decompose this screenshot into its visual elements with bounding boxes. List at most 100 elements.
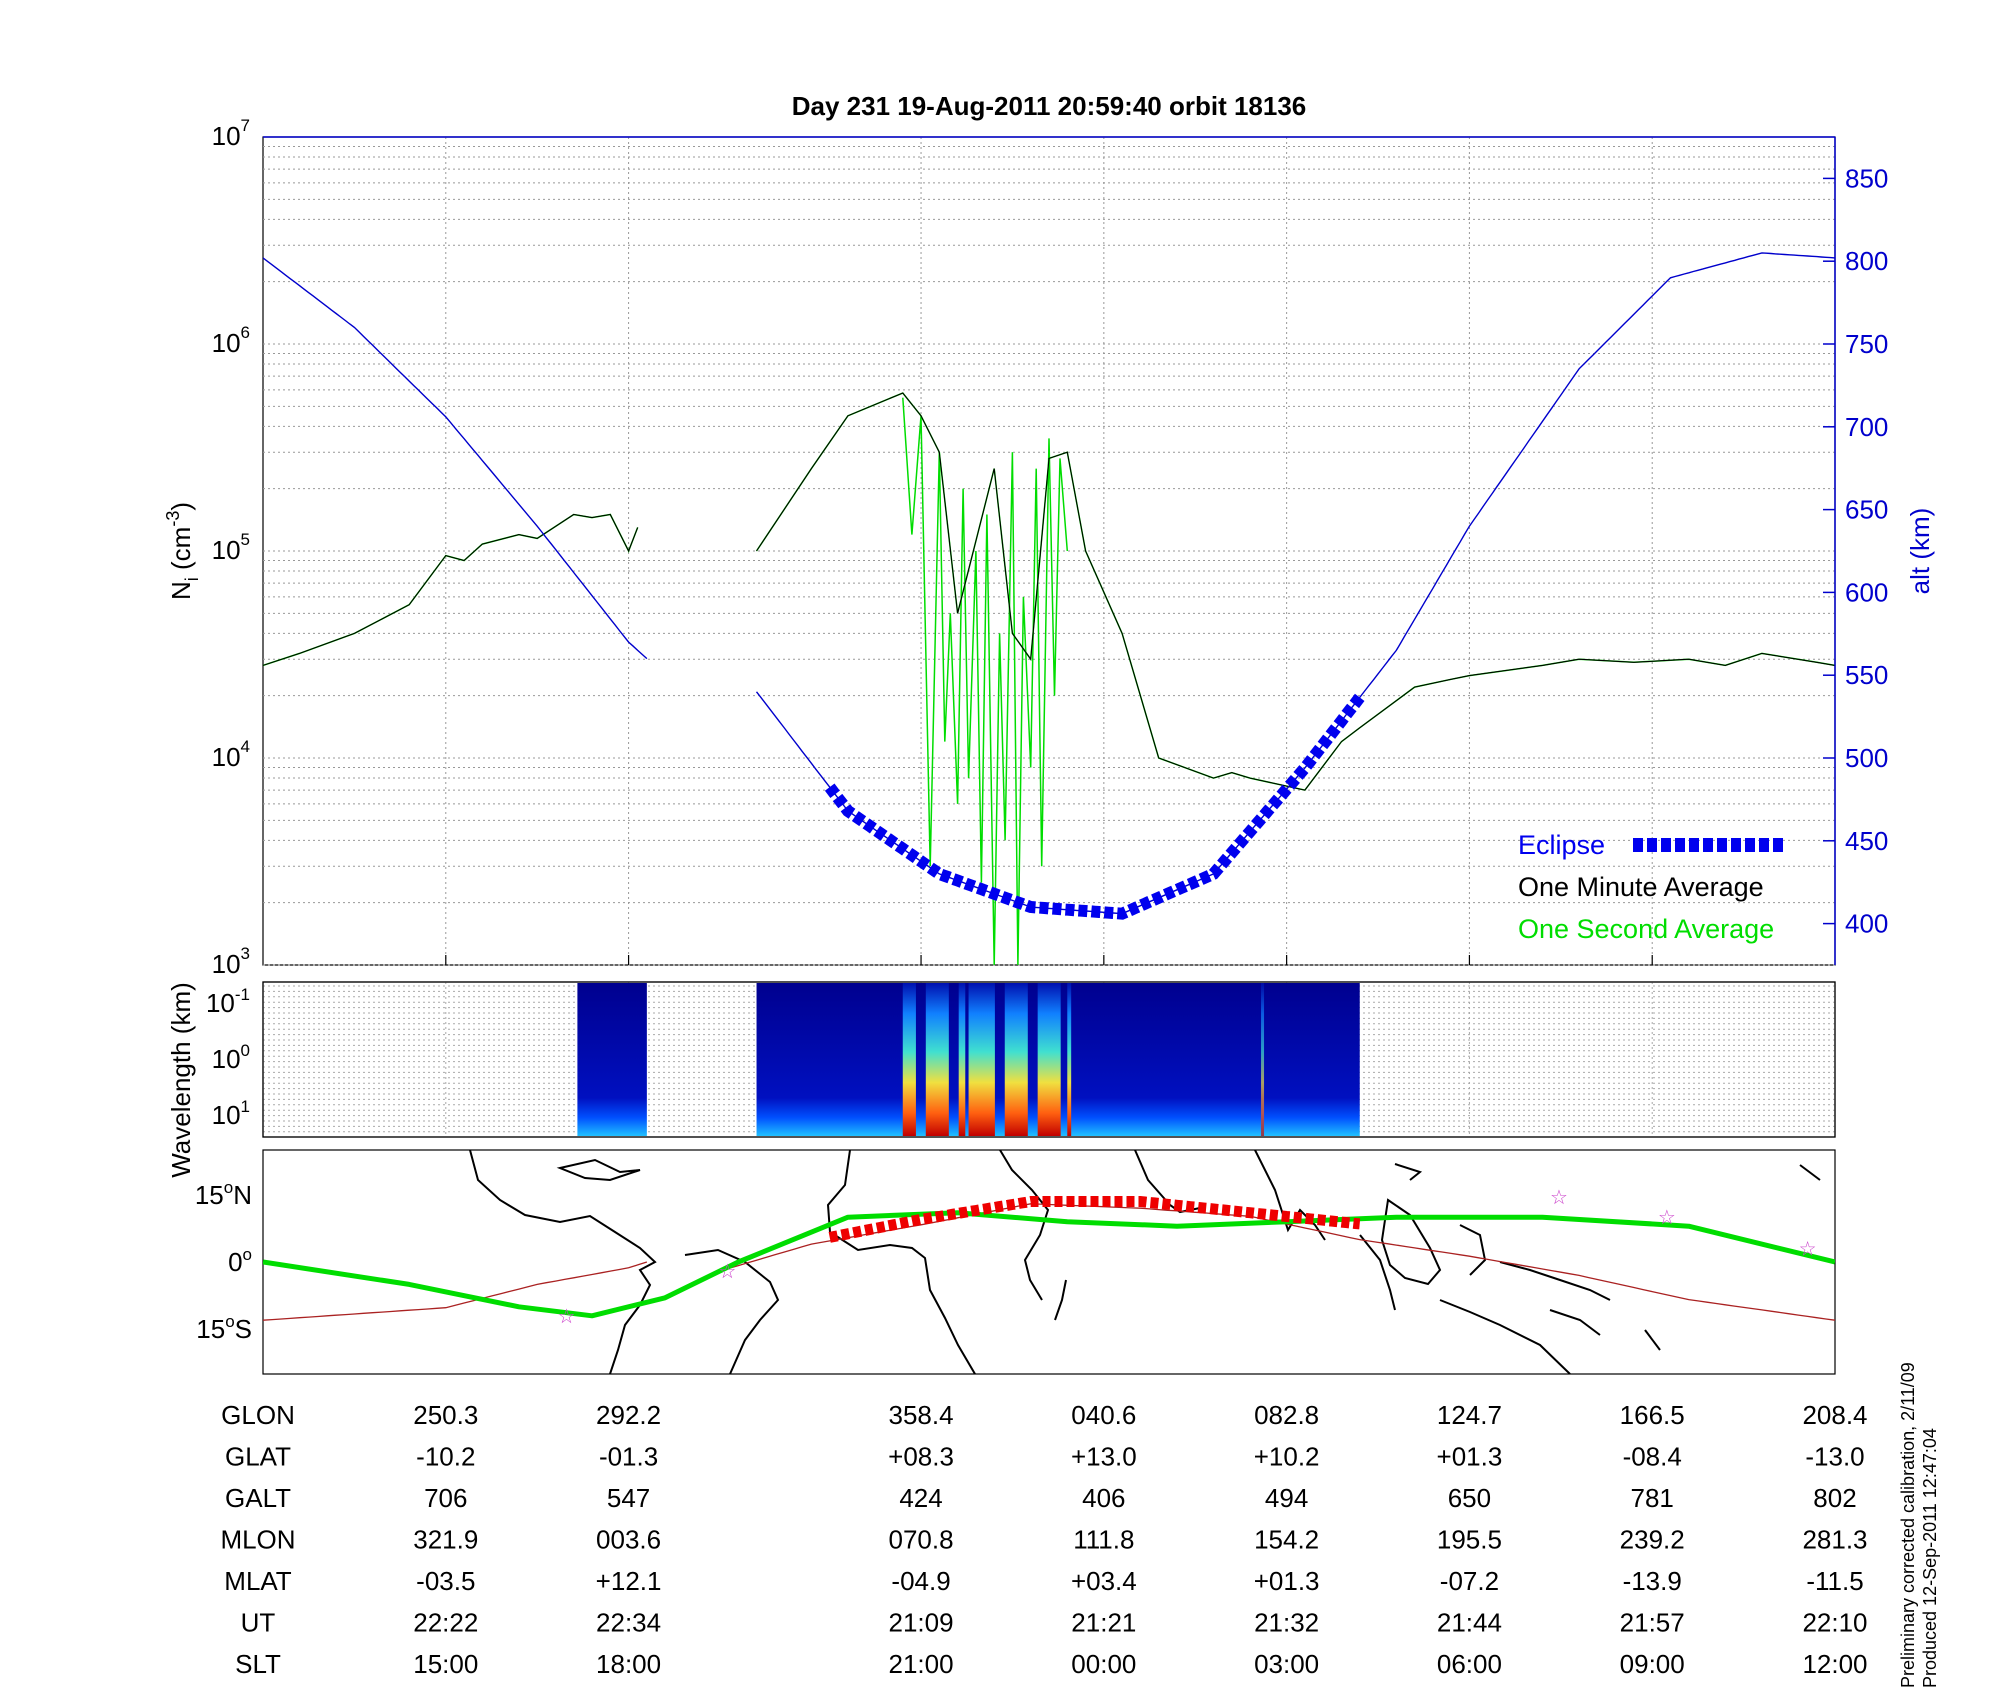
spectrogram-column bbox=[938, 983, 943, 1136]
altitude-tick-label: 800 bbox=[1845, 246, 1888, 276]
magnetic-equator bbox=[263, 1210, 1835, 1319]
table-cell: -13.0 bbox=[1805, 1442, 1864, 1472]
legend-eclipse: Eclipse bbox=[1518, 830, 1605, 860]
table-cell: +01.3 bbox=[1254, 1566, 1320, 1596]
spectrogram-data bbox=[577, 983, 1360, 1136]
ground-track-panel: ☆ ☆ ☆ ☆ ☆ 15oN 0o 15oS bbox=[195, 1149, 1836, 1375]
spectrogram-tick-label: 101 bbox=[212, 1097, 250, 1130]
spectrogram-column bbox=[978, 983, 983, 1136]
spectrogram-tick-label: 100 bbox=[212, 1041, 250, 1074]
spectrogram-column bbox=[1004, 983, 1009, 1136]
table-cell: 650 bbox=[1448, 1483, 1491, 1513]
spectrogram-column bbox=[1044, 983, 1049, 1136]
table-cell: 18:00 bbox=[596, 1649, 661, 1679]
table-cell: 547 bbox=[607, 1483, 650, 1513]
legend: Eclipse One Minute Average One Second Av… bbox=[1518, 830, 1786, 944]
spectrogram-column bbox=[991, 983, 996, 1136]
map-plot-area bbox=[262, 1149, 1836, 1375]
table-cell: -11.5 bbox=[1806, 1566, 1863, 1596]
table-row-label: GALT bbox=[225, 1483, 291, 1513]
table-cell: 358.4 bbox=[889, 1400, 954, 1430]
spectrogram-column bbox=[915, 983, 920, 1136]
table-cell: 208.4 bbox=[1802, 1400, 1867, 1430]
spectrogram-column bbox=[902, 983, 907, 1136]
table-cell: 09:00 bbox=[1620, 1649, 1685, 1679]
spectrogram-column bbox=[919, 983, 924, 1136]
spectrogram-column bbox=[1031, 983, 1035, 1136]
spectrogram-column bbox=[1024, 983, 1029, 1136]
spectrogram-column bbox=[981, 983, 986, 1136]
table-cell: -08.4 bbox=[1623, 1442, 1682, 1472]
one-second-average bbox=[902, 397, 1069, 965]
table-row-label: MLON bbox=[220, 1525, 295, 1555]
spectrogram-column bbox=[922, 983, 927, 1136]
altitude-tick-label: 400 bbox=[1845, 909, 1888, 939]
table-row-label: MLAT bbox=[224, 1566, 292, 1596]
density-tick-label: 107 bbox=[212, 116, 250, 151]
latitude-tick-label: 0o bbox=[228, 1245, 252, 1277]
table-cell: 00:00 bbox=[1071, 1649, 1136, 1679]
altitude-y-label: alt (km) bbox=[1905, 508, 1935, 595]
table-cell: 03:00 bbox=[1254, 1649, 1319, 1679]
spectrogram-column bbox=[945, 983, 950, 1136]
star-marker: ☆ bbox=[1799, 1239, 1817, 1261]
density-tick-label: 104 bbox=[212, 737, 250, 772]
spectrogram-column bbox=[971, 983, 976, 1136]
spectrogram-column bbox=[958, 983, 963, 1136]
spectrogram-y-label: Wavelength (km) bbox=[166, 982, 196, 1178]
density-tick-label: 106 bbox=[212, 323, 250, 358]
table-cell: -03.5 bbox=[416, 1566, 475, 1596]
spectrogram-column bbox=[998, 983, 1003, 1136]
table-cell: 292.2 bbox=[596, 1400, 661, 1430]
spectrogram-column bbox=[994, 983, 999, 1136]
table-cell: +08.3 bbox=[888, 1442, 954, 1472]
altitude-tick-label: 500 bbox=[1845, 743, 1888, 773]
spectrogram-column bbox=[985, 983, 989, 1136]
star-marker: ☆ bbox=[1550, 1187, 1568, 1209]
table-cell: 21:09 bbox=[889, 1608, 954, 1638]
density-tick-label: 105 bbox=[212, 530, 250, 565]
density-tick-label: 103 bbox=[212, 944, 250, 979]
spectrogram-column bbox=[952, 983, 957, 1136]
ephemeris-table: GLON 250.3 292.2 358.4 040.6 082.8 124.7 166.5 2… bbox=[220, 1400, 1867, 1679]
spectrogram-column bbox=[968, 983, 973, 1136]
table-cell: 321.9 bbox=[413, 1525, 478, 1555]
table-cell: 124.7 bbox=[1437, 1400, 1502, 1430]
density-y-ticks: 103 104 105 106 107 bbox=[212, 116, 250, 979]
legend-one-minute: One Minute Average bbox=[1518, 872, 1764, 902]
spectrogram-column bbox=[1011, 983, 1016, 1136]
table-cell: 003.6 bbox=[596, 1525, 661, 1555]
table-cell: 781 bbox=[1631, 1483, 1674, 1513]
spectrogram-column bbox=[929, 983, 933, 1136]
spectrogram-y-ticks: 10-1 100 101 bbox=[206, 985, 250, 1130]
latitude-tick-label: 15oS bbox=[196, 1312, 252, 1344]
spectrogram-column bbox=[975, 983, 980, 1136]
spectrogram-column bbox=[1057, 983, 1062, 1136]
star-marker: ☆ bbox=[557, 1306, 575, 1328]
altitude-tick-label: 450 bbox=[1845, 826, 1888, 856]
spectrogram-column bbox=[965, 983, 970, 1136]
table-cell: -04.9 bbox=[891, 1566, 950, 1596]
spectrogram-column bbox=[988, 983, 993, 1136]
spectrogram-column bbox=[948, 983, 953, 1136]
table-row-label: GLON bbox=[221, 1400, 295, 1430]
table-cell: 250.3 bbox=[413, 1400, 478, 1430]
spectrogram-line bbox=[1261, 983, 1265, 1136]
table-cell: 22:10 bbox=[1802, 1608, 1867, 1638]
spectrogram-column bbox=[912, 983, 917, 1136]
table-cell: 21:00 bbox=[889, 1649, 954, 1679]
map-y-ticks: 15oN 0o 15oS bbox=[195, 1178, 252, 1344]
spectrogram-column bbox=[932, 983, 937, 1136]
spectrogram-column bbox=[906, 983, 910, 1136]
produced-note: Produced 12-Sep-2011 12:47:04 bbox=[1920, 1428, 1940, 1688]
spectrogram-column bbox=[1067, 983, 1072, 1136]
table-cell: 154.2 bbox=[1254, 1525, 1319, 1555]
spectrogram-column bbox=[1008, 983, 1012, 1136]
spectrogram-column bbox=[1054, 983, 1059, 1136]
table-cell: -10.2 bbox=[416, 1442, 475, 1472]
chart-title: Day 231 19-Aug-2011 20:59:40 orbit 18136 bbox=[792, 91, 1307, 121]
spectrogram-column bbox=[909, 983, 914, 1136]
density-y-label: Ni (cm-3) bbox=[163, 502, 202, 600]
star-marker: ☆ bbox=[718, 1261, 736, 1283]
table-cell: 040.6 bbox=[1071, 1400, 1136, 1430]
